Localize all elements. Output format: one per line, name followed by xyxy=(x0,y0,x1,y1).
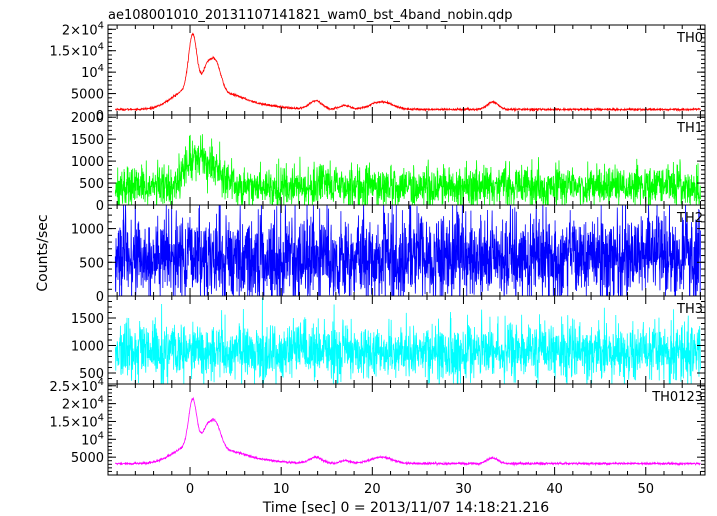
y-tick-label: 1000 xyxy=(71,223,104,238)
panel-label-th1: TH1 xyxy=(676,121,703,136)
panel-label-th0123: TH0123 xyxy=(651,390,703,405)
y-tick-label: 1500 xyxy=(71,312,104,327)
y-tick-label: 104 xyxy=(81,63,104,81)
y-tick-label: 1500 xyxy=(71,133,104,148)
x-tick-label: 50 xyxy=(637,482,654,497)
y-tick-exponent: 4 xyxy=(98,412,104,423)
x-tick-label: 0 xyxy=(186,482,194,497)
y-tick-label: 0 xyxy=(96,109,104,124)
y-tick-label: 104 xyxy=(81,430,104,448)
y-axis-title: Counts/sec xyxy=(35,214,51,291)
panels-group: 050001041.5×1042×104TH00500100015002000T… xyxy=(50,20,706,497)
y-tick-label: 500 xyxy=(79,367,104,382)
panel-th3: 500 1000 1500 TH3 xyxy=(71,295,706,385)
y-tick-exponent: 4 xyxy=(98,42,104,53)
series-line-th0123 xyxy=(114,396,701,467)
y-tick-label: 2.5×104 xyxy=(50,377,104,395)
y-tick-label: 0 xyxy=(96,199,104,214)
x-tick-label: 40 xyxy=(546,482,563,497)
panel-frame xyxy=(107,383,706,476)
chart-title: ae108001010_20131107141821_wam0_bst_4ban… xyxy=(108,8,513,23)
y-tick-label: 2000 xyxy=(71,111,104,126)
y-tick-exponent: 4 xyxy=(98,63,104,74)
y-tick-label: 1000 xyxy=(71,155,104,170)
y-tick-label: 1.5×104 xyxy=(50,42,104,60)
panel-th1: 0 500 1000 1500 2000 TH1 xyxy=(71,111,706,214)
x-axis-title: Time [sec] 0 = 2013/11/07 14:18:21.216 xyxy=(262,500,550,516)
y-tick-label: 0 xyxy=(96,290,104,305)
y-tick-label: 500 xyxy=(79,177,104,192)
x-tick-label: 10 xyxy=(273,482,290,497)
y-tick-label: 1.5×104 xyxy=(50,412,104,430)
x-tick-label: 20 xyxy=(364,482,381,497)
y-tick-exponent: 4 xyxy=(98,20,104,31)
y-tick-exponent: 4 xyxy=(98,430,104,441)
y-tick-label: 500 xyxy=(79,256,104,271)
y-tick-label: 2×104 xyxy=(62,20,104,38)
series-line-th1 xyxy=(114,134,701,205)
y-tick-exponent: 4 xyxy=(98,395,104,406)
panel-label-th2: TH2 xyxy=(676,211,703,226)
y-tick-label: 2×104 xyxy=(62,395,104,413)
series-line-th2 xyxy=(114,205,701,296)
series-line-th3 xyxy=(114,297,701,384)
panel-label-th3: TH3 xyxy=(676,302,703,317)
y-tick-label: 5000 xyxy=(71,88,104,103)
x-tick-label: 30 xyxy=(455,482,472,497)
y-tick-label: 5000 xyxy=(71,451,104,466)
panel-frame xyxy=(107,24,706,116)
panel-th0: 0 5000 104 1.5×104 2×104 TH0 xyxy=(50,20,706,124)
y-tick-exponent: 4 xyxy=(98,377,104,388)
panel-label-th0: TH0 xyxy=(676,31,703,46)
series-line-th0 xyxy=(114,32,701,113)
y-tick-label: 1000 xyxy=(71,340,104,355)
